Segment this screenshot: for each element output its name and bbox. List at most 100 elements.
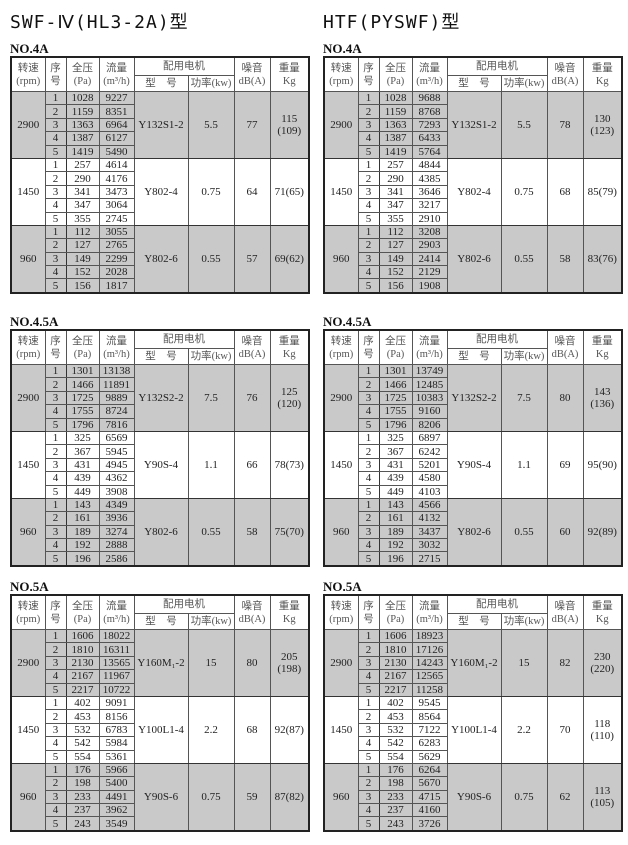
flow-cell: 4614 <box>98 157 135 173</box>
table-row: 960 1 143 4349 Y802-6 0.55 58 75(70) <box>10 497 310 567</box>
seq-cell: 3 <box>44 251 67 267</box>
header-seq-line: 序 <box>50 600 61 612</box>
flow-cell: 5490 <box>98 144 135 159</box>
header-weight-line: Kg <box>595 613 609 625</box>
table-row: 5 2217 10722 <box>11 682 309 697</box>
weight-line: (220) <box>590 662 615 675</box>
flow-cell: 3726 <box>411 816 448 832</box>
seq-cell: 4 <box>44 803 67 818</box>
table-row: 2 198 5400 <box>11 776 309 791</box>
flow-cell: 6897 <box>411 430 448 446</box>
table-row: 3 189 3274 <box>11 524 309 540</box>
header-seq-line: 序 <box>363 62 374 74</box>
header-pressure-line: (Pa) <box>386 75 405 87</box>
seq-cell: 4 <box>357 736 380 751</box>
motor-model-cell: Y132S2-2 <box>133 364 189 432</box>
seq-cell: 5 <box>44 682 67 697</box>
seq-cell: 2 <box>357 104 380 119</box>
pressure-cell: 542 <box>65 736 100 751</box>
seq-cell: 3 <box>44 184 67 200</box>
pressure-cell: 1755 <box>65 404 100 419</box>
seq-cell: 4 <box>44 265 67 280</box>
header-rpm-line: 转速 <box>17 62 39 74</box>
header-seq-line: 号 <box>50 613 61 625</box>
pressure-cell: 1363 <box>65 117 100 133</box>
header-weight-line: Kg <box>282 75 296 87</box>
seq-cell: 2 <box>44 444 67 459</box>
header-subrow: 型 号功率(kw) <box>324 613 622 630</box>
table-row: 960 1 112 3208 Y802-6 0.55 58 83(76) <box>323 224 623 294</box>
flow-cell: 11891 <box>98 377 135 392</box>
pressure-cell: 1159 <box>378 104 413 119</box>
flow-cell: 18022 <box>98 628 135 644</box>
header-flow-line: (m³/h) <box>103 348 130 360</box>
header-pressure: 全压 (Pa) <box>378 594 413 630</box>
table-row: 3 1725 10383 <box>324 390 622 406</box>
pressure-cell: 2167 <box>65 669 100 684</box>
header-flow-line: (m³/h) <box>416 348 443 360</box>
weight-line: 118 <box>594 717 611 730</box>
weight-cell: 78(73) <box>269 430 310 499</box>
header-pressure: 全压 (Pa) <box>65 329 100 365</box>
seq-cell: 1 <box>44 762 67 778</box>
header-noise-line: dB(A) <box>238 613 266 625</box>
weight-line: (105) <box>590 796 615 809</box>
spec-block: NO.4.5A 转速 (rpm) 序号全压 (Pa) 流量 (m³/h) 配用电机 噪音 dB(A… <box>10 314 310 567</box>
table-row: 5 355 2745 <box>11 211 309 226</box>
flow-cell: 5361 <box>98 749 135 764</box>
motor-model-cell: Y100L1-4 <box>133 695 189 764</box>
flow-cell: 3437 <box>411 524 448 540</box>
seq-cell: 3 <box>357 655 380 671</box>
header-pressure-line: (Pa) <box>386 348 405 360</box>
header-noise-line: dB(A) <box>238 75 266 87</box>
pressure-cell: 341 <box>65 184 100 200</box>
weight-line: (198) <box>277 662 302 675</box>
table-row: 960 1 112 3055 Y802-6 0.55 57 69(62) <box>10 224 310 294</box>
pressure-cell: 2217 <box>65 682 100 697</box>
power-cell: 0.55 <box>187 497 235 567</box>
power-cell: 0.75 <box>187 157 235 226</box>
seq-cell: 1 <box>357 363 380 379</box>
table-row: 2900 1 1606 18923 Y160M₁-2 15 82 230 (220) <box>323 628 623 697</box>
power-cell: 2.2 <box>500 695 548 764</box>
weight-cell: 92(87) <box>269 695 310 764</box>
weight-cell: 85(79) <box>582 157 623 226</box>
model-title: HTF(PYSWF)型 <box>323 12 461 33</box>
flow-cell: 2414 <box>411 251 448 267</box>
seq-cell: 3 <box>357 457 380 473</box>
header-motor: 配用电机 <box>133 56 235 76</box>
flow-cell: 9227 <box>98 90 135 106</box>
performance-table: 转速 (rpm) 序号全压 (Pa) 流量 (m³/h) 配用电机 噪音 dB(A) 重量 Kg 型 … <box>323 594 623 832</box>
motor-model-cell: Y160M₁-2 <box>446 629 502 697</box>
seq-cell: 2 <box>357 776 380 791</box>
seq-cell: 1 <box>44 363 67 379</box>
flow-cell: 14243 <box>411 655 448 671</box>
noise-cell: 59 <box>233 762 271 832</box>
weight-cell: 125 (120) <box>269 364 310 432</box>
motor-model-cell: Y802-6 <box>446 497 502 567</box>
noise-cell: 80 <box>233 629 271 697</box>
weight-cell: 118 (110) <box>582 695 623 764</box>
seq-cell: 4 <box>357 538 380 553</box>
weight-cell: 95(90) <box>582 430 623 499</box>
table-row: 2900 1 1301 13749 Y132S2-2 7.5 80 143 (136) <box>323 363 623 432</box>
pressure-cell: 152 <box>378 265 413 280</box>
flow-cell: 8351 <box>98 104 135 119</box>
pressure-cell: 189 <box>378 524 413 540</box>
pressure-cell: 402 <box>65 695 100 711</box>
header-noise-line: 噪音 <box>554 600 576 612</box>
pressure-cell: 192 <box>378 538 413 553</box>
seq-cell: 2 <box>357 709 380 724</box>
table-row: 5 196 2586 <box>11 551 309 567</box>
header-noise-line: 噪音 <box>554 62 576 74</box>
flow-cell: 4132 <box>411 511 448 526</box>
motor-model-cell: Y802-6 <box>133 224 189 294</box>
noise-cell: 69 <box>546 430 584 499</box>
flow-cell: 4715 <box>411 789 448 805</box>
flow-cell: 4103 <box>411 484 448 499</box>
table-row: 2 1159 8351 <box>11 104 309 119</box>
weight-line: 71(65) <box>274 185 304 198</box>
header-weight: 重量 Kg <box>269 56 310 92</box>
seq-cell: 2 <box>357 642 380 657</box>
header-weight-line: 重量 <box>591 335 613 347</box>
